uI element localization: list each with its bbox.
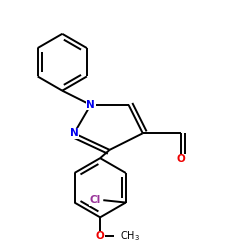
Text: CH$_3$: CH$_3$ bbox=[120, 230, 140, 243]
Text: Cl: Cl bbox=[89, 195, 101, 205]
Text: N: N bbox=[70, 128, 78, 138]
Text: O: O bbox=[176, 154, 185, 164]
Text: N: N bbox=[86, 100, 95, 110]
Text: O: O bbox=[96, 231, 104, 241]
